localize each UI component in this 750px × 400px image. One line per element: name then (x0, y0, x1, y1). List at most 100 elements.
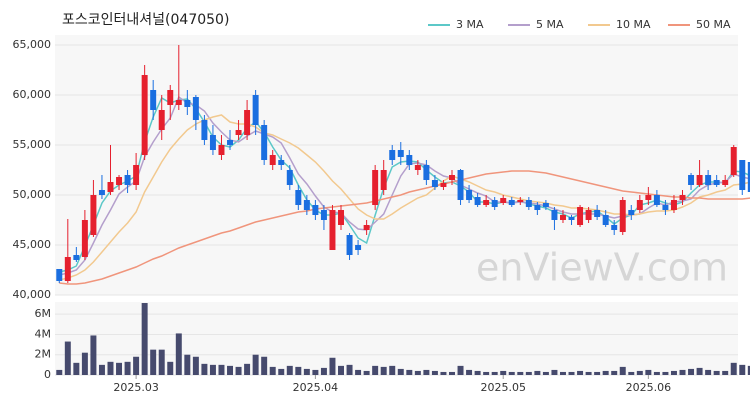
volume-bar (363, 370, 370, 375)
volume-bar (602, 370, 609, 375)
volume-bar (303, 368, 310, 375)
candle-body (269, 155, 276, 165)
candle-body (81, 220, 88, 257)
candle-body (244, 110, 251, 135)
candle-body (636, 200, 643, 210)
candle-body (466, 190, 473, 200)
candle-body (500, 198, 507, 203)
candle-body (585, 210, 592, 220)
candle-body (423, 165, 430, 180)
volume-bar (406, 369, 413, 375)
volume-bar (64, 341, 71, 375)
volume-bar (150, 349, 157, 375)
volume-bar (474, 370, 481, 375)
volume-bar (577, 370, 584, 375)
candle-body (380, 170, 387, 190)
candle-body (312, 205, 319, 215)
volume-bar (397, 368, 404, 375)
candle-body (295, 190, 302, 205)
volume-bar (312, 369, 319, 375)
volume-bar (209, 364, 216, 375)
candle-body (158, 110, 165, 130)
volume-bar (491, 371, 498, 375)
volume-bar (235, 366, 242, 375)
candle-body (389, 150, 396, 160)
volume-bar (431, 370, 438, 375)
volume-bar (278, 368, 285, 375)
candle-body (688, 175, 695, 185)
volume-bar (423, 369, 430, 375)
volume-bar (534, 370, 541, 375)
volume-bar (286, 365, 293, 375)
candle-body (175, 100, 182, 105)
volume-bar (705, 369, 712, 375)
candle-body (449, 175, 455, 180)
volume-bar (619, 366, 626, 375)
volume-bar (670, 370, 677, 375)
volume-bar (389, 365, 396, 375)
volume-bar (133, 356, 140, 375)
candle-body (628, 210, 635, 215)
volume-bar (124, 361, 131, 375)
chart-title: 포스코인터내셔널(047050) (62, 12, 229, 28)
candle-body (679, 195, 686, 200)
volume-bar (295, 366, 302, 375)
volume-bar (329, 357, 336, 375)
candle-body (645, 195, 652, 200)
volume-bar (483, 371, 490, 375)
candle-body (235, 130, 242, 135)
x-tick-label: 2025.04 (293, 381, 339, 394)
candle-body (363, 225, 370, 230)
candle-body (670, 200, 677, 210)
volume-bar (559, 371, 566, 375)
volume-bar (679, 369, 686, 375)
candle-body (184, 100, 191, 107)
y-tick-label: 50,000 (13, 188, 52, 201)
volume-bar (414, 370, 421, 375)
candle-body (56, 269, 63, 281)
volume-bar (662, 371, 669, 375)
volume-bar (653, 371, 660, 375)
volume-bar (594, 371, 601, 375)
volume-bar (346, 364, 353, 375)
volume-bar (747, 365, 750, 375)
volume-bar (542, 371, 549, 375)
volume-bar (457, 365, 464, 375)
volume-bar (184, 354, 191, 375)
candle-body (508, 200, 515, 205)
y-tick-label: 55,000 (13, 138, 52, 151)
candle-body (525, 200, 532, 207)
candle-body (201, 120, 208, 140)
volume-bar (508, 371, 515, 375)
volume-bar (141, 303, 148, 375)
candle-body (474, 197, 481, 205)
candle-body (107, 182, 114, 192)
candle-body (278, 160, 285, 165)
candle-body (346, 235, 353, 255)
candle-body (116, 177, 123, 185)
candle-body (722, 180, 729, 185)
volume-bar (90, 335, 97, 375)
watermark: enViewV.com (476, 246, 728, 290)
candle-body (619, 200, 626, 232)
volume-bar (167, 361, 174, 375)
volume-bar (611, 370, 618, 375)
volume-bar (636, 370, 643, 375)
volume-bar (56, 369, 63, 375)
candle-body (227, 140, 234, 145)
volume-bar (688, 368, 695, 375)
candle-body (559, 215, 566, 220)
candle-body (457, 170, 464, 200)
candle-body (747, 162, 750, 192)
candle-body (209, 135, 216, 150)
candle-body (338, 210, 344, 225)
candle-body (124, 175, 131, 185)
candle-body (602, 215, 609, 225)
candle-body (372, 170, 379, 205)
candle-body (192, 97, 199, 120)
volume-bar (372, 365, 379, 375)
y-tick-label: 6M (35, 307, 52, 320)
volume-bar (440, 371, 447, 375)
candle-body (98, 190, 105, 195)
